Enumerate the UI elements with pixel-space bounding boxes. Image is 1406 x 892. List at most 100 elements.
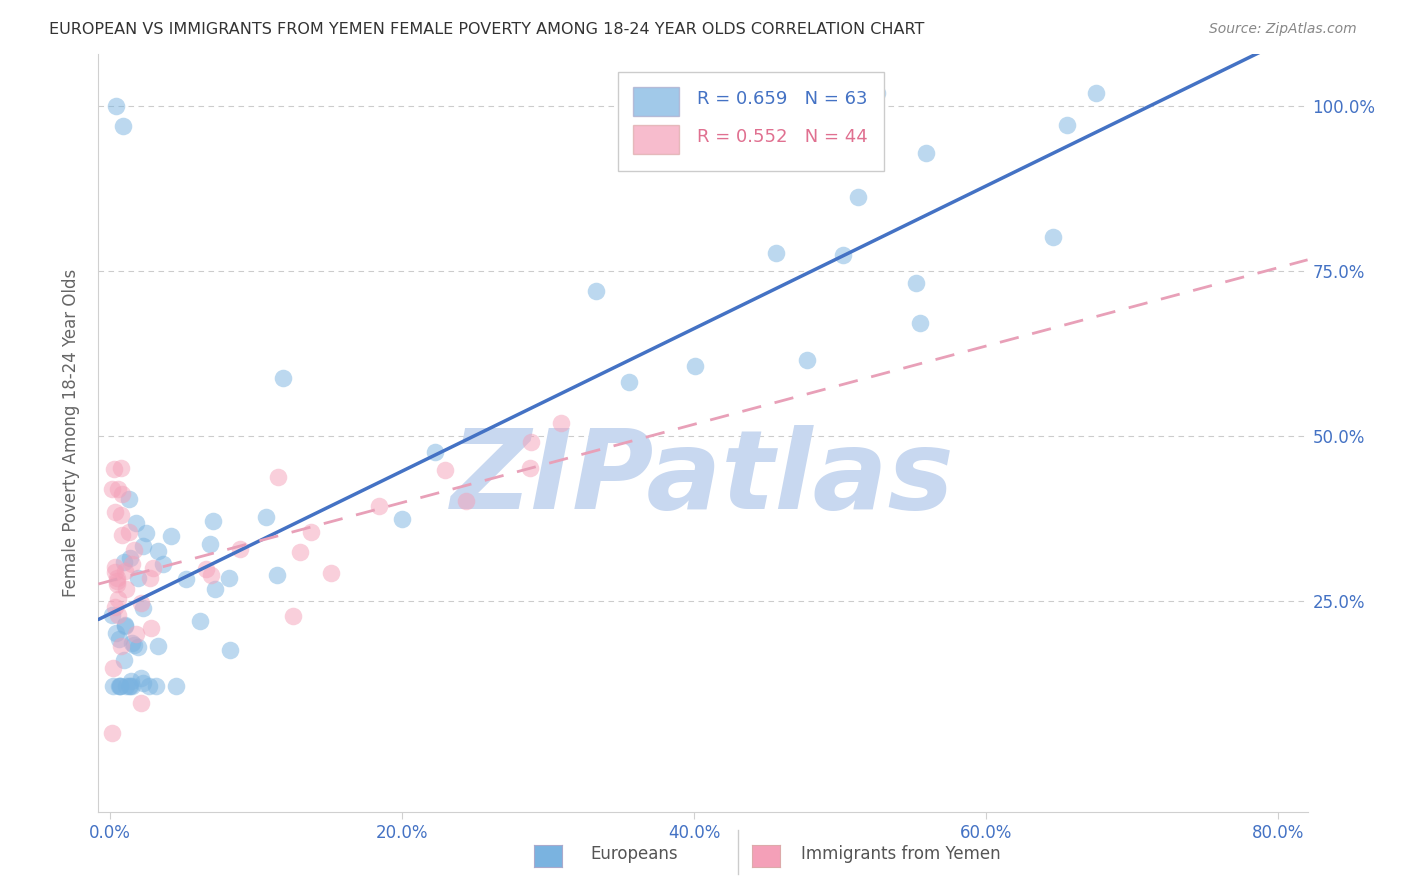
Point bbox=[319, 566, 342, 580]
Point bbox=[108, 632, 131, 646]
Point bbox=[115, 582, 138, 596]
Point bbox=[846, 190, 869, 204]
Text: Europeans: Europeans bbox=[591, 846, 678, 863]
Point bbox=[423, 444, 446, 458]
Point bbox=[104, 505, 127, 519]
Point bbox=[110, 640, 132, 654]
Point bbox=[105, 99, 128, 113]
Point bbox=[683, 359, 706, 373]
Point bbox=[111, 487, 134, 501]
Point bbox=[585, 284, 607, 298]
Point bbox=[132, 539, 155, 553]
Point bbox=[200, 567, 222, 582]
Point bbox=[105, 571, 128, 585]
Point bbox=[434, 463, 457, 477]
Point bbox=[146, 640, 169, 654]
Point bbox=[299, 524, 322, 539]
Point bbox=[122, 638, 145, 652]
Point bbox=[107, 592, 129, 607]
Point bbox=[198, 536, 221, 550]
Point bbox=[131, 671, 153, 685]
Point bbox=[121, 636, 143, 650]
Text: R = 0.552   N = 44: R = 0.552 N = 44 bbox=[697, 128, 868, 146]
Point bbox=[108, 680, 131, 694]
Point bbox=[114, 619, 136, 633]
FancyBboxPatch shape bbox=[619, 72, 884, 171]
Point bbox=[145, 680, 167, 694]
Point bbox=[112, 653, 135, 667]
Point bbox=[266, 567, 288, 582]
Point bbox=[101, 482, 124, 496]
Point bbox=[254, 509, 277, 524]
Point bbox=[125, 626, 148, 640]
Point bbox=[281, 608, 304, 623]
FancyBboxPatch shape bbox=[633, 87, 679, 116]
Point bbox=[195, 562, 218, 576]
Point bbox=[1085, 86, 1108, 100]
Point bbox=[107, 482, 129, 496]
Point bbox=[519, 435, 541, 450]
Point bbox=[118, 491, 141, 506]
Point bbox=[267, 469, 290, 483]
Point bbox=[456, 493, 478, 508]
Point bbox=[160, 529, 183, 543]
Point bbox=[108, 680, 131, 694]
Point bbox=[105, 574, 128, 588]
Point bbox=[110, 460, 132, 475]
Point bbox=[104, 565, 127, 579]
Point bbox=[110, 508, 132, 522]
Point bbox=[228, 542, 250, 557]
Point bbox=[138, 680, 160, 694]
Point bbox=[118, 680, 141, 694]
Point bbox=[115, 680, 138, 694]
Point bbox=[111, 119, 134, 133]
Point bbox=[152, 557, 174, 571]
Point bbox=[866, 86, 889, 100]
Point bbox=[290, 544, 312, 558]
Point bbox=[112, 555, 135, 569]
Point bbox=[127, 640, 149, 654]
Point bbox=[148, 544, 170, 558]
Point bbox=[103, 462, 125, 476]
Point bbox=[219, 643, 242, 657]
Point bbox=[915, 146, 938, 161]
Point bbox=[121, 679, 143, 693]
Point bbox=[127, 571, 149, 585]
Point bbox=[796, 352, 818, 367]
FancyBboxPatch shape bbox=[633, 125, 679, 153]
Point bbox=[101, 607, 124, 622]
Point bbox=[114, 618, 136, 632]
Point bbox=[129, 596, 152, 610]
Point bbox=[120, 673, 142, 688]
Point bbox=[765, 245, 787, 260]
Point bbox=[138, 571, 160, 585]
Point bbox=[910, 316, 932, 330]
Point bbox=[104, 600, 127, 615]
Point bbox=[271, 371, 294, 385]
Point bbox=[519, 461, 541, 475]
Point bbox=[111, 528, 134, 542]
Point bbox=[619, 375, 641, 389]
Point bbox=[165, 680, 187, 694]
Point bbox=[101, 725, 124, 739]
Point bbox=[1056, 118, 1078, 132]
Point bbox=[131, 697, 153, 711]
Text: ZIPatlas: ZIPatlas bbox=[451, 425, 955, 532]
Point bbox=[107, 607, 129, 622]
Point bbox=[174, 572, 197, 586]
Point bbox=[391, 511, 413, 525]
Point bbox=[101, 680, 124, 694]
Point bbox=[218, 571, 240, 585]
Point bbox=[103, 661, 125, 675]
Point bbox=[188, 614, 211, 628]
Point bbox=[831, 248, 853, 262]
Point bbox=[904, 276, 927, 290]
Point bbox=[105, 577, 128, 591]
Point bbox=[104, 560, 127, 574]
Point bbox=[135, 526, 157, 541]
Y-axis label: Female Poverty Among 18-24 Year Olds: Female Poverty Among 18-24 Year Olds bbox=[62, 268, 80, 597]
Text: R = 0.659   N = 63: R = 0.659 N = 63 bbox=[697, 90, 868, 108]
Point bbox=[132, 600, 155, 615]
Text: Immigrants from Yemen: Immigrants from Yemen bbox=[801, 846, 1001, 863]
Point bbox=[201, 514, 224, 528]
